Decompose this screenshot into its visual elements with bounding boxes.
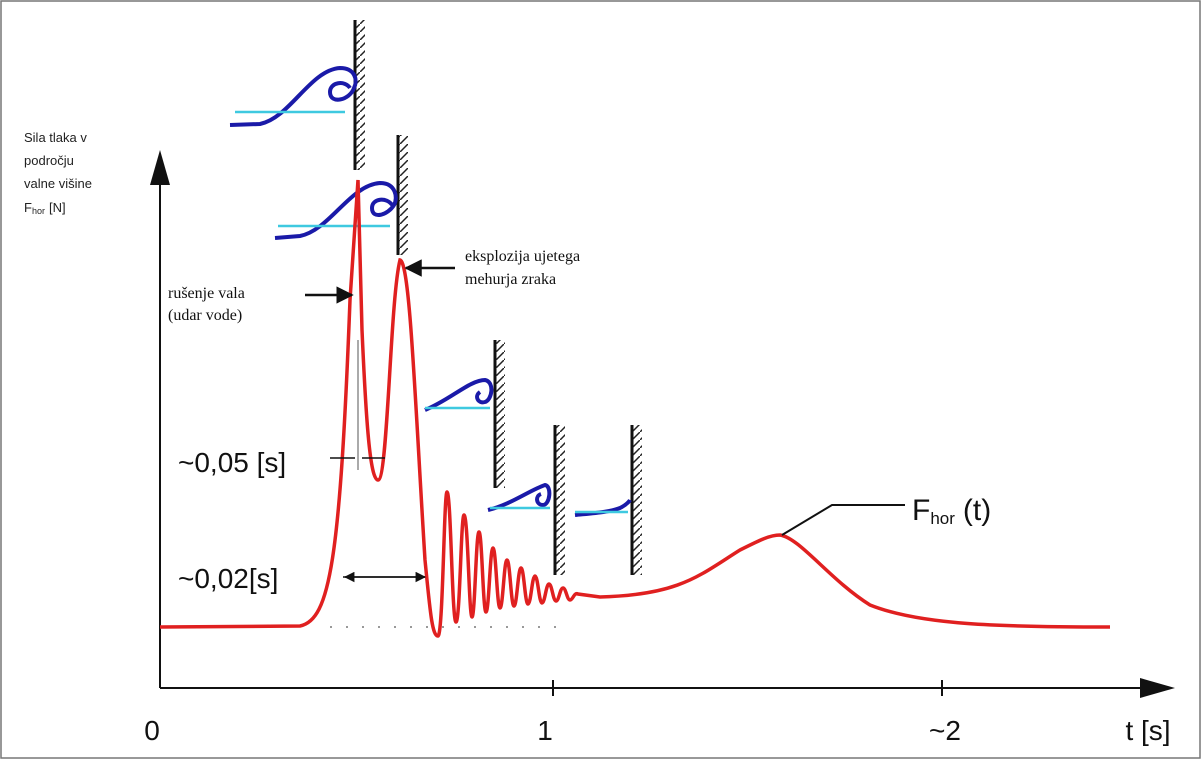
annotation: (udar vode): [168, 307, 242, 324]
x-tick-label: 1: [537, 715, 553, 746]
x-tick-label: 0: [144, 715, 160, 746]
symbol: F: [24, 200, 32, 215]
annotation: rušenje vala: [168, 285, 245, 302]
y-axis-label: Fhor [N]: [24, 200, 66, 216]
x-axis-label: t [s]: [1125, 715, 1170, 746]
symbol: F: [912, 494, 930, 527]
interval-label: ~0,02[s]: [178, 563, 278, 594]
wall-sketches: [229, 20, 642, 575]
force-curve: [159, 179, 1111, 638]
y-axis-label: področju: [24, 153, 74, 168]
x-tick-label: ~2: [929, 715, 961, 746]
interval-label: ~0,05 [s]: [178, 447, 286, 478]
axes: [150, 150, 1175, 698]
annotation: eksplozija ujetega: [465, 248, 580, 265]
leader-line: [781, 504, 905, 536]
y-axis-label: Sila tlaka v: [24, 130, 87, 145]
unit: [N]: [49, 200, 66, 215]
suffix: (t): [963, 494, 991, 527]
curve-label: Fhor (t): [912, 494, 991, 528]
arrows: [305, 259, 455, 583]
subscript: hor: [32, 206, 45, 216]
annotation: mehurja zraka: [465, 271, 556, 288]
y-axis-label: valne višine: [24, 176, 92, 191]
subscript: hor: [930, 509, 955, 528]
